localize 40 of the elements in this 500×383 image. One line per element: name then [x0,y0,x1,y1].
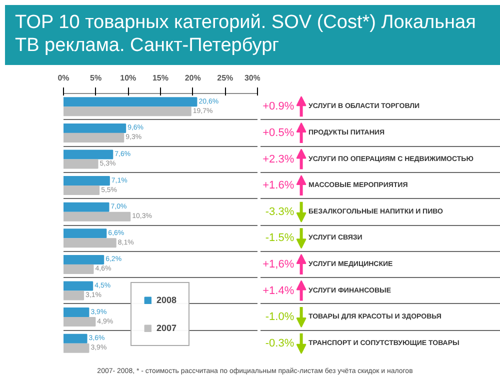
text: -3.3% [265,206,294,218]
text: -1.0% [265,311,294,324]
bar [64,290,84,300]
bar [64,281,94,291]
bar [64,123,126,133]
x-tick-label: 30% [244,74,261,82]
x-tick-label: 5% [90,74,102,82]
bar [64,264,94,274]
text: -1.5% [265,232,294,244]
bar [64,334,88,344]
chart-title: TOP 10 товарных категорий. SOV (Cost*) Локальная ТВ реклама. Санкт-Петербург [15,11,476,57]
text: +0.5% [262,126,294,139]
bar [64,202,110,212]
text: +0.9% [262,100,294,113]
bar [64,176,110,186]
bar [64,97,198,107]
bar [64,317,96,327]
bar [64,212,131,222]
x-tick-label: 0% [58,74,70,82]
bar [64,308,90,318]
legend-label: 2007 [156,323,177,333]
text: +2.3% [262,153,294,166]
bar [64,254,104,264]
text: +1.6% [262,180,294,192]
text: -0.3% [265,337,294,350]
bar [64,150,114,160]
bar [64,228,107,238]
bar [64,186,100,196]
x-tick-label: 15% [152,74,169,82]
x-tick-label: 10% [120,74,136,82]
x-tick-label: 20% [184,74,201,82]
bar [64,159,98,169]
text: +1,6% [262,258,294,270]
bar [64,343,90,353]
text: +1.4% [262,284,294,297]
bar [64,106,192,116]
bar [64,238,116,248]
x-tick-label: 25% [217,74,234,82]
legend-label: 2008 [156,295,177,305]
bar [64,132,124,142]
